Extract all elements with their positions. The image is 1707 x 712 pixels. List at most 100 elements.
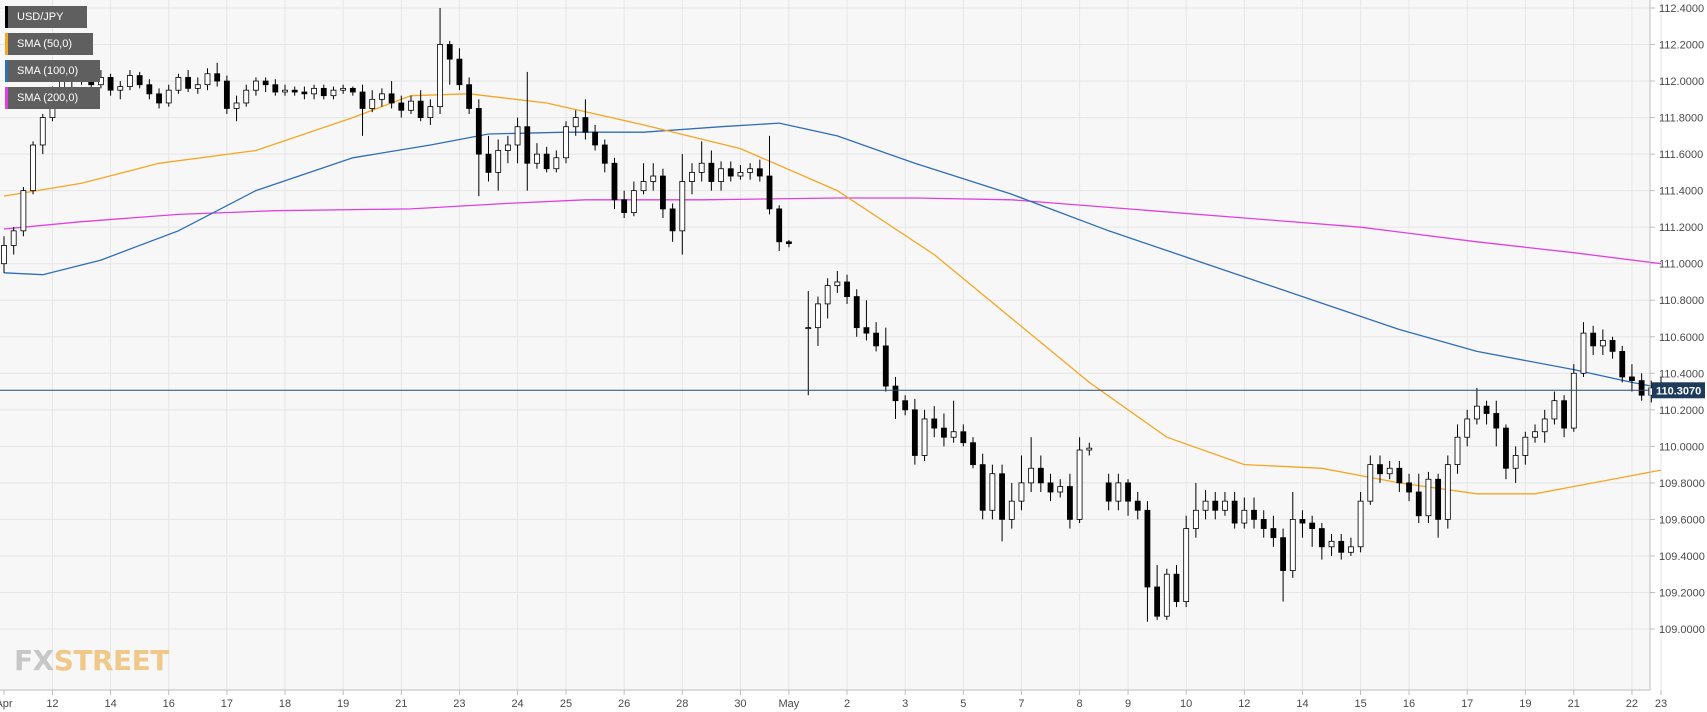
candle-body <box>834 281 841 287</box>
candle-body <box>504 144 511 151</box>
candle-body <box>1464 418 1471 438</box>
sma-layer <box>3 93 1662 495</box>
candle-body <box>727 168 734 177</box>
candle <box>1425 471 1432 524</box>
y-tick-label: 109.0000 <box>1659 624 1705 636</box>
candle-body <box>1067 486 1073 520</box>
candle <box>1008 482 1015 529</box>
sma50-line <box>3 93 1662 495</box>
candle <box>1435 473 1442 538</box>
candle-body <box>127 75 133 87</box>
candle-body <box>1270 528 1277 539</box>
candle <box>214 62 221 87</box>
candle <box>853 289 860 337</box>
candle-body <box>223 80 230 109</box>
candle-body <box>621 199 628 213</box>
candle-body <box>941 427 947 438</box>
x-tick-label: 25 <box>560 698 572 710</box>
candle <box>1318 523 1325 560</box>
candle-body <box>853 296 860 329</box>
candle-body <box>1047 482 1054 493</box>
candle-body <box>1406 482 1412 493</box>
candle-body <box>1183 528 1190 603</box>
candle <box>117 81 124 100</box>
candle <box>1348 537 1354 556</box>
candle-body <box>1590 332 1597 347</box>
candle-body <box>1357 500 1364 548</box>
candle <box>340 84 347 94</box>
candle <box>1609 336 1616 359</box>
candle <box>495 139 502 191</box>
legend-swatch-sma100 <box>5 60 8 82</box>
candle <box>1125 479 1131 516</box>
candle <box>1212 492 1219 520</box>
candle <box>1086 442 1093 456</box>
candle-body <box>1425 478 1432 517</box>
candle-body <box>1473 405 1480 420</box>
candle-body <box>1609 340 1616 352</box>
legend-item-sma50[interactable]: SMA (50,0) <box>5 33 93 55</box>
legend-item-sma100[interactable]: SMA (100,0) <box>5 60 100 82</box>
candle-body <box>805 327 812 330</box>
x-tick-label: 15 <box>1354 698 1366 710</box>
x-tick-label: 22 <box>1626 698 1638 710</box>
candle <box>388 81 395 109</box>
candle <box>1270 515 1277 547</box>
candle-body <box>863 327 870 334</box>
candle-body <box>243 89 250 104</box>
candle <box>572 110 579 136</box>
candle-body <box>1396 467 1403 484</box>
candle-body <box>679 181 686 232</box>
legend-item-sma200[interactable]: SMA (200,0) <box>5 87 100 109</box>
candle <box>475 99 482 197</box>
candle <box>679 154 686 255</box>
candle <box>1580 322 1587 377</box>
candle <box>911 398 918 465</box>
candle-body <box>311 87 317 95</box>
candle <box>456 48 463 91</box>
x-tick-label: 17 <box>221 698 233 710</box>
candle-body <box>660 175 666 210</box>
last-price-label: 110.3070 <box>1656 385 1701 397</box>
candle-body <box>301 91 308 95</box>
candle-body <box>1570 372 1577 429</box>
candle-body <box>844 281 850 297</box>
candle <box>941 413 947 447</box>
legend-swatch-price <box>5 6 8 28</box>
candle-body <box>20 190 27 232</box>
candle <box>1599 329 1606 356</box>
candle <box>534 143 540 169</box>
candle <box>146 79 153 100</box>
candle-body <box>950 431 957 438</box>
candle <box>1154 565 1161 620</box>
candle <box>1570 364 1577 432</box>
candle-body <box>185 77 192 89</box>
candle <box>262 77 269 93</box>
candle <box>243 84 250 107</box>
candle <box>10 227 17 255</box>
candle <box>485 135 492 182</box>
candle <box>902 395 909 416</box>
candle <box>39 113 46 155</box>
candle-body <box>747 168 754 173</box>
candle-body <box>1435 478 1442 520</box>
candle <box>805 291 812 396</box>
candle-body <box>1241 509 1248 524</box>
candle <box>282 84 288 96</box>
candle <box>1473 387 1480 425</box>
x-tick-label: 2 <box>844 698 850 710</box>
candle <box>369 90 376 113</box>
legend-item-price[interactable]: USD/JPY <box>5 6 87 28</box>
candle-body <box>1580 332 1587 374</box>
candle-body <box>1493 413 1500 429</box>
candle-body <box>1134 500 1141 511</box>
candle <box>1076 437 1083 524</box>
candle-body <box>495 150 502 173</box>
candle <box>330 86 337 100</box>
candle-body <box>475 108 482 155</box>
candle <box>1464 409 1471 447</box>
candle <box>892 376 899 419</box>
candle <box>718 161 724 191</box>
